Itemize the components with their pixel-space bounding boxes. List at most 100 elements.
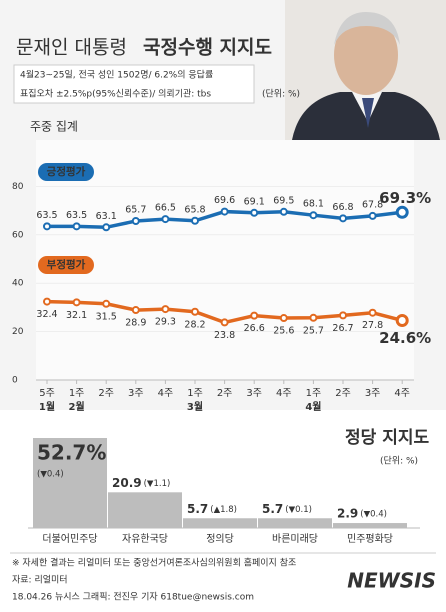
value-label: 24.6% xyxy=(379,329,431,347)
legend-label: 긍정평가 xyxy=(47,165,86,178)
value-label: 25.6 xyxy=(273,326,294,337)
month-label: 3월 xyxy=(187,401,203,413)
value-label: 29.3 xyxy=(155,317,176,328)
point xyxy=(161,215,170,224)
value-label: 32.1 xyxy=(66,310,87,321)
footer-note: ※ 자세한 결과는 리얼미터 또는 중앙선거여론조사심의위원회 홈페이지 참조 xyxy=(12,557,296,569)
footer-source: 자료: 리얼미터 xyxy=(12,575,68,586)
logo: NEWSIS xyxy=(347,569,436,593)
x-tick-label: 4주 xyxy=(276,388,292,399)
title: 문재인 대통령 xyxy=(16,37,127,59)
x-tick-label: 1주 xyxy=(306,388,322,399)
point xyxy=(131,217,140,226)
value-label: 32.4 xyxy=(36,309,57,320)
value-label: 65.8 xyxy=(184,204,205,215)
value-label: 67.8 xyxy=(362,199,383,210)
y-tick-label: 0 xyxy=(12,376,18,386)
value-label: 5.7 xyxy=(262,502,283,516)
point xyxy=(102,299,111,308)
change-label: (▼1.1) xyxy=(144,479,171,489)
x-tick-label: 4주 xyxy=(158,388,174,399)
point xyxy=(220,318,229,327)
value-label: 65.7 xyxy=(125,205,146,216)
x-tick-label: 5주 xyxy=(39,388,55,399)
x-tick-label: 4주 xyxy=(394,388,410,399)
legend-label: 부정평가 xyxy=(47,258,86,271)
bar-title: 정당 지지도 xyxy=(345,428,429,448)
value-label: 69.5 xyxy=(273,195,294,206)
x-tick-label: 2주 xyxy=(217,388,233,399)
change-label: (▼0.4) xyxy=(360,510,387,520)
title-bold: 국정수행 지지도 xyxy=(143,37,272,59)
value-label: 23.8 xyxy=(214,330,235,341)
legend-badge xyxy=(38,163,94,181)
subtitle: 주중 집계 xyxy=(30,120,78,134)
x-tick-label: 1주 xyxy=(69,388,85,399)
point xyxy=(339,311,347,320)
bar xyxy=(333,523,407,528)
month-label: 2월 xyxy=(69,401,85,413)
value-label: 69.3% xyxy=(379,189,431,207)
value-label: 2.9 xyxy=(337,507,358,521)
portrait xyxy=(285,0,446,140)
change-label: (▲1.8) xyxy=(210,505,237,515)
value-label: 52.7% xyxy=(37,441,106,465)
value-label: 26.6 xyxy=(244,323,265,334)
value-label: 69.6 xyxy=(214,195,235,206)
notes-box xyxy=(13,64,255,104)
unit: (단위: %) xyxy=(262,89,300,100)
value-label: 20.9 xyxy=(112,476,142,490)
x-tick-label: 3주 xyxy=(365,388,381,399)
value-label: 28.2 xyxy=(184,319,205,330)
point xyxy=(368,308,377,317)
x-tick-label: 1주 xyxy=(187,388,203,399)
x-tick-label: 2주 xyxy=(335,388,351,399)
value-label: 63.1 xyxy=(96,211,117,222)
value-label: 25.7 xyxy=(303,325,324,336)
point xyxy=(250,311,259,320)
change-label: (▼0.1) xyxy=(285,505,312,515)
value-label: 31.5 xyxy=(96,311,117,322)
point xyxy=(339,214,347,223)
bar xyxy=(183,518,257,528)
y-tick-label: 20 xyxy=(12,327,24,337)
value-label: 69.1 xyxy=(244,196,265,207)
point xyxy=(309,313,318,322)
point xyxy=(279,207,288,216)
point xyxy=(368,211,377,220)
point xyxy=(43,222,51,231)
point xyxy=(395,205,409,219)
value-label: 27.8 xyxy=(362,320,383,331)
y-tick-label: 60 xyxy=(12,230,24,240)
y-tick-label: 80 xyxy=(12,182,24,192)
bar xyxy=(33,438,107,528)
point xyxy=(102,223,111,232)
point xyxy=(309,211,318,220)
x-tick-label: 2주 xyxy=(98,388,114,399)
point xyxy=(191,307,199,316)
point xyxy=(72,222,81,231)
point xyxy=(161,305,170,314)
value-label: 5.7 xyxy=(187,502,208,516)
legend-badge xyxy=(38,256,94,274)
bar xyxy=(108,492,182,528)
category-label: 정의당 xyxy=(206,533,234,545)
point xyxy=(279,314,288,323)
bar-unit: (단위: %) xyxy=(380,456,418,467)
value-label: 68.1 xyxy=(303,199,324,210)
category-label: 바른미래당 xyxy=(272,533,318,545)
value-label: 26.7 xyxy=(332,323,353,334)
note: 4월23~25일, 전국 성인 1502명/ 6.2%의 응답률 xyxy=(20,69,213,81)
point xyxy=(220,207,229,216)
change-label: (▼0.4) xyxy=(37,470,64,480)
note: 표집오차 ±2.5%p(95%신뢰수준)/ 의뢰기관: tbs xyxy=(20,88,211,100)
category-label: 더불어민주당 xyxy=(42,533,97,545)
value-label: 63.5 xyxy=(66,210,87,221)
value-label: 28.9 xyxy=(125,318,146,329)
y-tick-label: 40 xyxy=(12,279,24,289)
category-label: 자유한국당 xyxy=(122,533,168,545)
point xyxy=(43,297,51,306)
month-label: 4월 xyxy=(305,401,321,413)
x-tick-label: 3주 xyxy=(246,388,262,399)
